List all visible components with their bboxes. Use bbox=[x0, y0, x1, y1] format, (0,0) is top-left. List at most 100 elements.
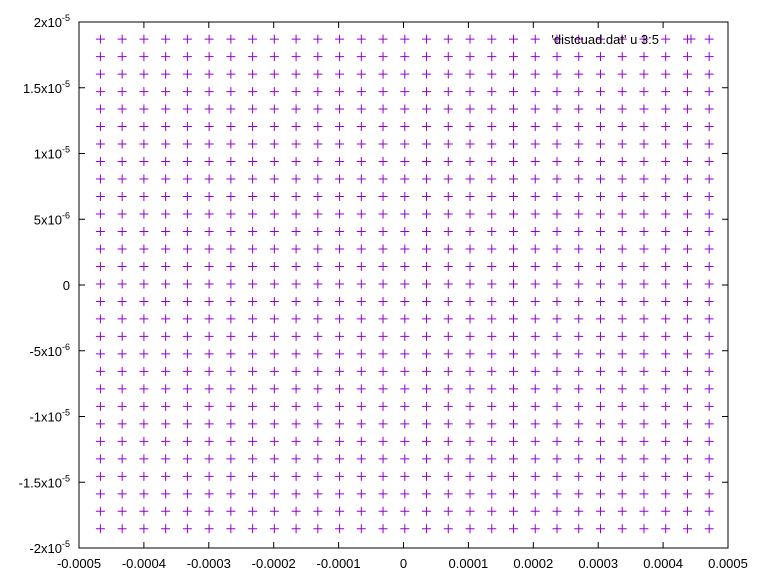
data-point bbox=[552, 296, 562, 306]
data-point bbox=[226, 296, 236, 306]
data-point bbox=[509, 174, 519, 184]
y-tick-mantissa: -2x10 bbox=[29, 541, 62, 556]
data-point bbox=[552, 366, 562, 376]
data-point bbox=[552, 489, 562, 499]
data-point bbox=[639, 471, 649, 481]
data-point bbox=[639, 524, 649, 534]
data-point bbox=[356, 69, 366, 79]
data-point bbox=[400, 104, 410, 114]
data-point bbox=[682, 436, 692, 446]
data-point bbox=[422, 192, 432, 202]
data-point bbox=[487, 366, 497, 376]
data-point bbox=[182, 279, 192, 289]
data-point bbox=[378, 454, 388, 464]
data-point bbox=[704, 261, 714, 271]
data-point bbox=[291, 296, 301, 306]
data-point bbox=[617, 261, 627, 271]
data-point bbox=[269, 349, 279, 359]
data-point bbox=[378, 384, 388, 394]
data-point bbox=[291, 104, 301, 114]
data-point bbox=[465, 226, 475, 236]
data-point bbox=[291, 489, 301, 499]
data-point bbox=[639, 69, 649, 79]
data-point bbox=[204, 296, 214, 306]
data-point bbox=[574, 52, 584, 62]
data-point bbox=[335, 157, 345, 167]
data-point bbox=[639, 506, 649, 516]
data-point bbox=[661, 454, 671, 464]
data-point bbox=[139, 157, 149, 167]
data-point bbox=[530, 401, 540, 411]
data-point bbox=[682, 366, 692, 376]
data-point bbox=[356, 366, 366, 376]
data-point bbox=[400, 506, 410, 516]
x-tick-label: -0.0004 bbox=[122, 556, 166, 571]
data-point bbox=[117, 314, 127, 324]
data-point bbox=[378, 157, 388, 167]
data-point bbox=[248, 174, 258, 184]
data-point bbox=[117, 209, 127, 219]
data-point bbox=[182, 436, 192, 446]
y-tick-labels: 2x10-51.5x10-51x10-55x10-60-5x10-6-1x10-… bbox=[19, 13, 70, 556]
data-point bbox=[487, 454, 497, 464]
data-point bbox=[422, 157, 432, 167]
data-point bbox=[248, 331, 258, 341]
data-point bbox=[269, 104, 279, 114]
data-point bbox=[682, 157, 692, 167]
data-point bbox=[226, 489, 236, 499]
data-point bbox=[291, 209, 301, 219]
data-point bbox=[574, 331, 584, 341]
data-point bbox=[291, 524, 301, 534]
data-point bbox=[443, 87, 453, 97]
data-point bbox=[422, 226, 432, 236]
data-point bbox=[204, 139, 214, 149]
data-point bbox=[269, 471, 279, 481]
data-point bbox=[313, 192, 323, 202]
data-point bbox=[161, 226, 171, 236]
data-point bbox=[639, 419, 649, 429]
data-point bbox=[574, 401, 584, 411]
x-tick-label: 0.0003 bbox=[578, 556, 618, 571]
data-point bbox=[117, 506, 127, 516]
data-point bbox=[595, 174, 605, 184]
data-point bbox=[661, 349, 671, 359]
data-point bbox=[356, 139, 366, 149]
data-point bbox=[509, 157, 519, 167]
data-point bbox=[291, 244, 301, 254]
data-point bbox=[465, 261, 475, 271]
data-point bbox=[226, 471, 236, 481]
data-point bbox=[95, 471, 105, 481]
data-point bbox=[639, 209, 649, 219]
data-point bbox=[465, 419, 475, 429]
data-point bbox=[465, 349, 475, 359]
data-point bbox=[313, 331, 323, 341]
data-point bbox=[117, 104, 127, 114]
x-tick-label: 0.0005 bbox=[708, 556, 748, 571]
data-point bbox=[422, 471, 432, 481]
data-point bbox=[509, 69, 519, 79]
data-point bbox=[182, 471, 192, 481]
data-point bbox=[248, 524, 258, 534]
data-point bbox=[204, 192, 214, 202]
data-point bbox=[465, 244, 475, 254]
data-point bbox=[682, 69, 692, 79]
y-tick-exponent: -6 bbox=[62, 210, 70, 220]
data-point bbox=[617, 226, 627, 236]
data-point bbox=[204, 471, 214, 481]
data-point bbox=[356, 34, 366, 44]
data-point bbox=[291, 384, 301, 394]
data-point bbox=[161, 174, 171, 184]
data-point bbox=[226, 506, 236, 516]
data-point bbox=[356, 419, 366, 429]
data-point bbox=[443, 139, 453, 149]
data-point bbox=[682, 314, 692, 324]
data-point bbox=[704, 436, 714, 446]
data-point bbox=[487, 401, 497, 411]
data-point bbox=[682, 87, 692, 97]
data-point bbox=[95, 384, 105, 394]
data-point bbox=[269, 52, 279, 62]
data-point bbox=[400, 52, 410, 62]
data-point bbox=[248, 401, 258, 411]
data-point bbox=[291, 52, 301, 62]
data-point bbox=[595, 471, 605, 481]
